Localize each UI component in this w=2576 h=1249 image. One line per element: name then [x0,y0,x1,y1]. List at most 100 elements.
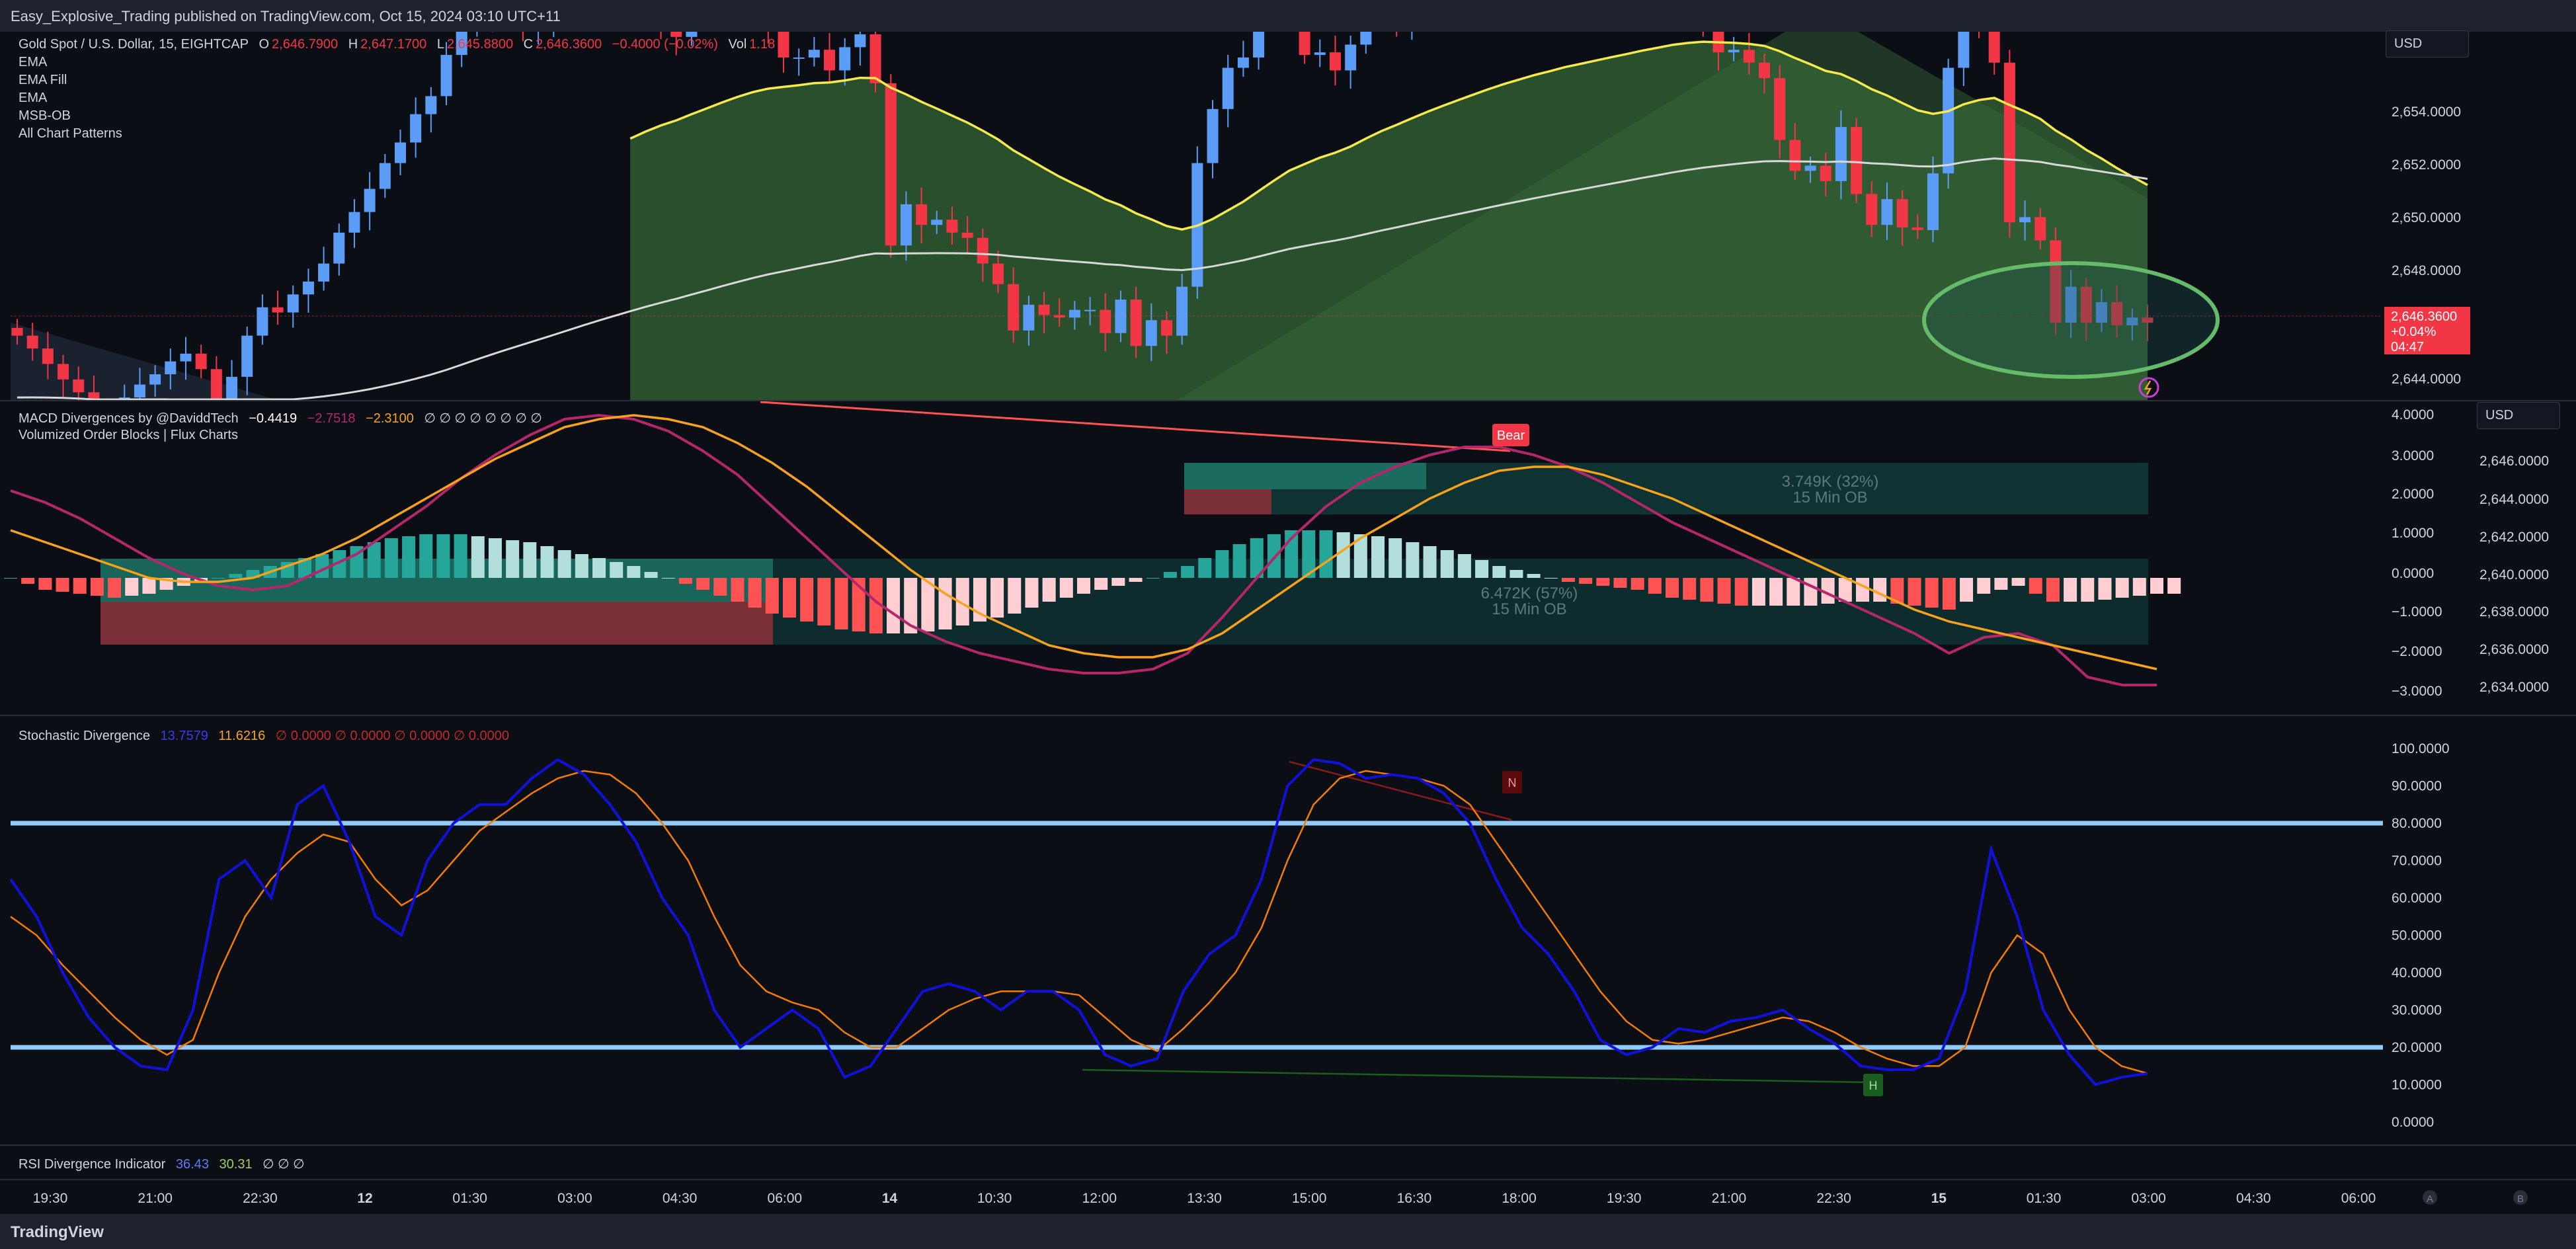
macd-tick: −3.0000 [2392,684,2442,699]
time-tick: 19:30 [1607,1191,1642,1206]
stoch-bull-div-line [1082,1068,1873,1084]
candle [916,187,928,243]
candle [778,32,789,73]
histogram-bar [298,558,312,578]
histogram-bar [817,578,831,625]
candle [149,365,161,397]
ohlc-high: 2,647.1700 [360,37,427,52]
histogram-bar [2098,578,2112,600]
candle [1575,0,1586,26]
indicator-msb-ob[interactable]: MSB-OB [19,108,71,123]
candle [1835,110,1847,200]
candle [440,42,452,106]
rsi-v2: 30.31 [219,1157,253,1172]
main-price-pane[interactable] [11,0,2380,436]
time-tick: 19:30 [33,1191,68,1206]
candle [2126,308,2138,341]
candle [502,0,513,28]
histogram-bar [454,534,467,578]
currency-macd[interactable]: USD [2477,402,2560,429]
chart-canvas[interactable]: Bear 3.749K (32%) 15 Min OB 6.472K (57%)… [0,0,2576,1214]
indicator-ema-1[interactable]: EMA [19,55,48,69]
ohlc-open: 2,646.7900 [272,37,339,52]
axis-button-a-label[interactable]: A [2427,1193,2433,1205]
histogram-bar [990,578,1004,618]
stoch-d-line [10,770,2148,1074]
histogram-bar [557,550,571,578]
candle [1008,267,1020,343]
candle [1513,0,1525,19]
histogram-bar [540,546,554,578]
candle [1682,0,1693,23]
candle [702,2,713,26]
bear-label-box [1492,424,1529,446]
candle [2065,270,2077,339]
candle [1160,311,1172,354]
histogram-bar [1855,578,1869,602]
candle [839,38,851,86]
candle [1437,0,1448,20]
stochastic-pane[interactable]: N H [9,758,2383,1096]
stoch-title[interactable]: Stochastic Divergence [19,729,150,743]
axis-button-b [2513,1190,2528,1205]
histogram-bar [1389,538,1402,578]
indicator-ema-fill[interactable]: EMA Fill [19,73,67,87]
candle [1636,0,1648,16]
time-axis[interactable]: 19:30 21:00 22:30 12 01:30 03:00 04:30 06:00 14 1… [33,1191,2376,1206]
stoch-k-value: 13.7579 [160,729,208,743]
candle [686,32,698,46]
price-tick: 2,650.0000 [2392,210,2461,225]
stoch-tick: 30.0000 [2392,1003,2442,1018]
order-blocks-title[interactable]: Volumized Order Blocks | Flux Charts [19,428,238,442]
histogram-bar [1717,578,1731,604]
candle [1115,290,1127,342]
macd-v2: −2.7518 [307,411,356,426]
axis-button-a [2423,1190,2437,1205]
histogram-bar [1336,532,1350,578]
macd-price-tick: 2,640.0000 [2479,567,2549,583]
macd-pane[interactable]: Bear 3.749K (32%) 15 Min OB 6.472K (57%)… [4,401,2181,686]
candle [487,0,498,32]
main-price-axis[interactable]: 2,654.0000 2,652.0000 2,650.0000 2,648.0… [2392,104,2461,387]
macd-axis[interactable]: 4.0000 3.0000 2.0000 1.0000 0.0000 −1.00… [2392,407,2549,699]
highlight-ellipse [1922,261,2220,379]
candle [747,0,758,22]
histogram-bar [2167,578,2181,594]
histogram-bar [1198,558,1212,578]
stoch-axis[interactable]: 100.0000 90.0000 80.0000 70.0000 60.0000 50.0… [2392,741,2450,1130]
histogram-bar [2115,578,2129,598]
indicator-chart-patterns[interactable]: All Chart Patterns [19,126,122,141]
macd-tick: 3.0000 [2392,448,2434,463]
ohlc-c-label: C [523,37,534,52]
candle [1743,32,1755,75]
price-tick: 2,644.0000 [2392,372,2461,387]
histogram-bar [471,536,485,578]
candle [1896,190,1908,246]
time-tick: 21:00 [138,1191,173,1206]
histogram-bar [1232,544,1246,578]
histogram-bar [1163,572,1177,578]
time-tick: 12:00 [1082,1191,1117,1206]
candle [26,323,38,361]
ohlc-change: −0.4000 (−0.02%) [612,37,718,52]
footer-bar: TradingView [0,1214,2576,1249]
histogram-bar [1371,536,1385,578]
axis-button-b-label[interactable]: B [2517,1193,2524,1205]
macd-tick: −1.0000 [2392,604,2442,620]
histogram-bar [2029,578,2042,594]
candle [2003,50,2015,238]
candle [1943,58,1954,189]
candle [610,0,621,29]
indicator-ema-2[interactable]: EMA [19,91,48,105]
rsi-title[interactable]: RSI Divergence Indicator [19,1157,166,1172]
histogram-bar [2011,578,2025,586]
macd-title[interactable]: MACD Divergences by @DaviddTech [19,411,239,426]
candle [1544,0,1555,18]
currency-main[interactable]: USD [2386,30,2469,58]
histogram-bar [212,578,225,579]
histogram-bar [765,578,779,614]
histogram-bar [1129,578,1143,582]
symbol-title[interactable]: Gold Spot / U.S. Dollar, 15, EIGHTCAP [19,37,249,52]
histogram-bar [852,578,865,631]
tradingview-logo[interactable]: TradingView [11,1223,104,1241]
